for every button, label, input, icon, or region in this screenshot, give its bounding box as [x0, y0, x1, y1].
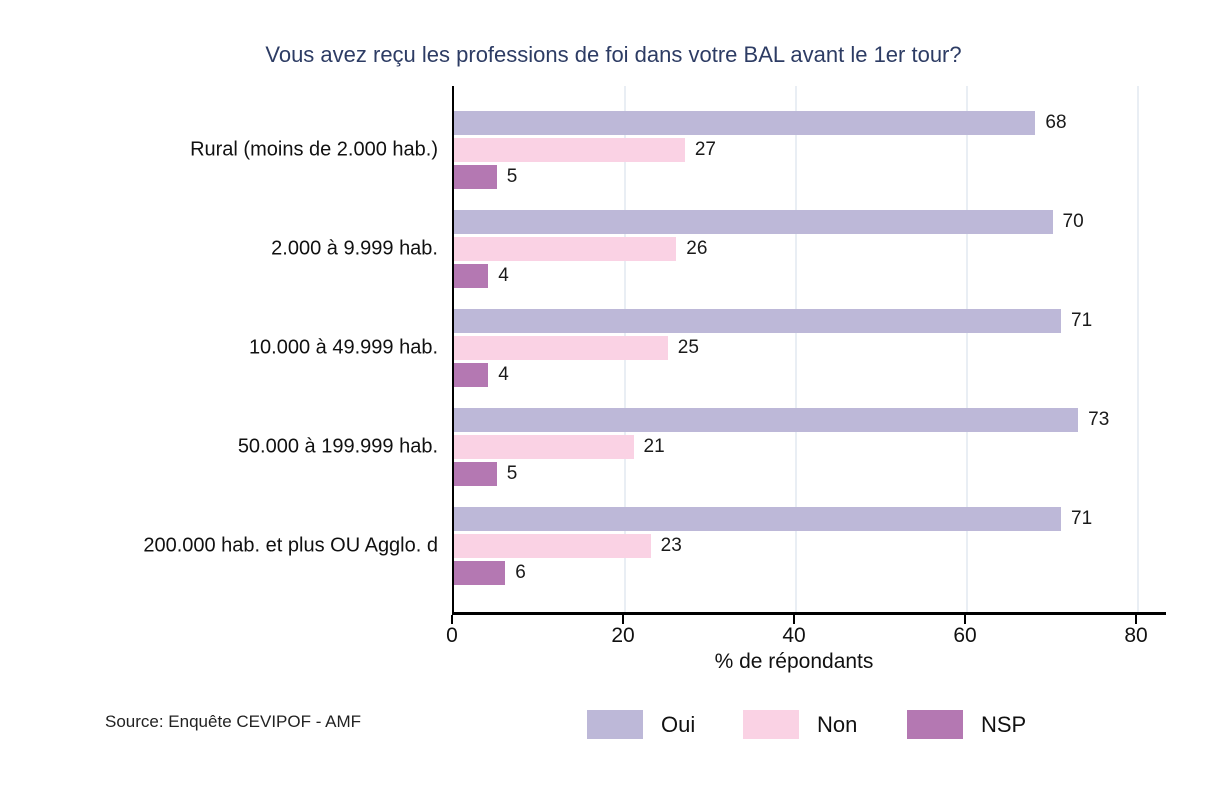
bar-non	[454, 336, 668, 360]
bar-row: 23	[454, 534, 1166, 558]
legend-item-non: Non	[743, 710, 857, 739]
value-label: 71	[1071, 508, 1093, 529]
value-label: 4	[498, 364, 509, 385]
value-label: 23	[660, 535, 682, 556]
value-label: 21	[643, 436, 665, 457]
legend-item-oui: Oui	[587, 710, 695, 739]
value-label: 71	[1071, 310, 1093, 331]
x-tick-mark	[622, 615, 624, 624]
category-label: 2.000 à 9.999 hab.	[271, 237, 438, 260]
category-label: Rural (moins de 2.000 hab.)	[190, 138, 438, 161]
x-tick-label: 20	[611, 624, 635, 647]
value-label: 68	[1045, 112, 1067, 133]
bar-nsp	[454, 561, 506, 585]
bar-row: 73	[454, 408, 1166, 432]
bar-row: 25	[454, 336, 1166, 360]
value-label: 25	[677, 337, 699, 358]
source-note: Source: Enquête CEVIPOF - AMF	[105, 712, 362, 731]
legend-label: Non	[817, 711, 858, 737]
value-label: 27	[694, 139, 716, 160]
bar-nsp	[454, 264, 489, 288]
value-label: 4	[498, 265, 509, 286]
bar-row: 4	[454, 363, 1166, 387]
bar-row: 5	[454, 462, 1166, 486]
legend-item-nsp: NSP	[907, 710, 1026, 739]
bar-row: 26	[454, 237, 1166, 261]
value-label: 26	[686, 238, 708, 259]
bar-non	[454, 534, 651, 558]
value-label: 73	[1088, 409, 1110, 430]
legend-swatch-nsp	[907, 710, 963, 739]
gridline	[966, 86, 968, 612]
value-label: 6	[515, 562, 526, 583]
bar-row: 68	[454, 111, 1166, 135]
bar-row: 21	[454, 435, 1166, 459]
bar-row: 5	[454, 165, 1166, 189]
gridline	[795, 86, 797, 612]
x-tick-label: 0	[446, 624, 458, 647]
legend-swatch-non	[743, 710, 799, 739]
value-label: 5	[506, 166, 518, 187]
bar-non	[454, 237, 677, 261]
x-tick-label: 40	[782, 624, 806, 647]
x-tick-mark	[1135, 615, 1137, 624]
bar-row: 6	[454, 561, 1166, 585]
x-tick-mark	[793, 615, 795, 624]
x-tick-mark	[964, 615, 966, 624]
bar-row: 27	[454, 138, 1166, 162]
bar-row: 70	[454, 210, 1166, 234]
bar-nsp	[454, 363, 489, 387]
category-label: 200.000 hab. et plus OU Agglo. d	[143, 534, 438, 557]
chart-title: Vous avez reçu les professions de foi da…	[265, 42, 962, 67]
bar-row: 4	[454, 264, 1166, 288]
x-tick-label: 60	[953, 624, 977, 647]
bar-row: 71	[454, 507, 1166, 531]
value-label: 5	[506, 463, 518, 484]
bar-oui	[454, 408, 1079, 432]
x-axis-label: % de répondants	[714, 650, 874, 673]
legend: Oui Non NSP	[0, 710, 1227, 744]
x-tick-label: 80	[1124, 624, 1148, 647]
bar-nsp	[454, 462, 497, 486]
legend-label: Oui	[661, 711, 696, 737]
bar-nsp	[454, 165, 497, 189]
bar-row: 71	[454, 309, 1166, 333]
bar-non	[454, 138, 685, 162]
x-tick-mark	[451, 615, 453, 624]
bar-oui	[454, 507, 1062, 531]
bar-non	[454, 435, 634, 459]
category-label: 50.000 à 199.999 hab.	[237, 435, 438, 458]
bar-oui	[454, 309, 1062, 333]
category-label: 10.000 à 49.999 hab.	[248, 336, 438, 359]
value-label: 70	[1062, 211, 1084, 232]
bar-oui	[454, 210, 1053, 234]
legend-label: NSP	[981, 711, 1027, 737]
gridline	[1137, 86, 1139, 612]
legend-swatch-oui	[587, 710, 643, 739]
bar-oui	[454, 111, 1036, 135]
plot-area: 68 27 5 70 26 4 71 25 4 73 21 5 71 23 6	[452, 86, 1166, 615]
